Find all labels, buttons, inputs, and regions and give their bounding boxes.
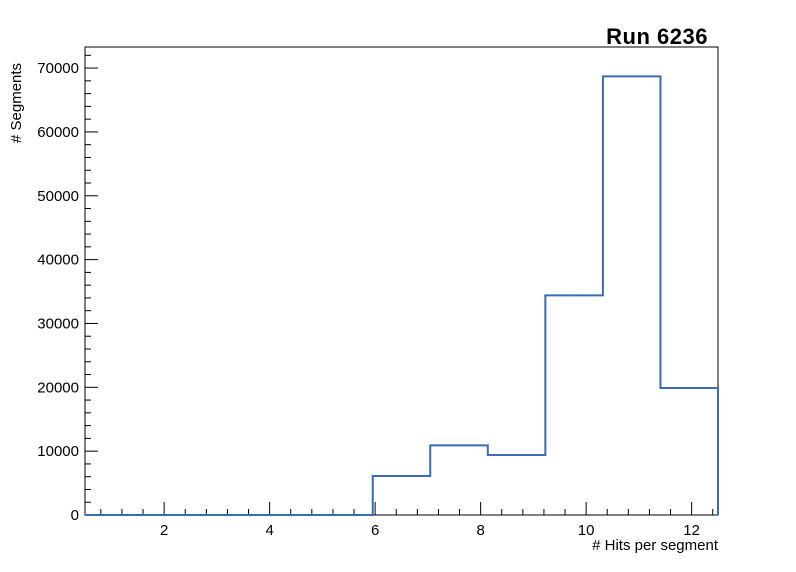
x-axis-title: # Hits per segment — [592, 537, 718, 554]
y-tick-label: 50000 — [37, 188, 79, 205]
y-tick-label: 70000 — [37, 60, 79, 77]
y-tick-label: 10000 — [37, 443, 79, 460]
histogram-step-line — [85, 75, 719, 516]
plot-frame — [84, 46, 719, 516]
x-tick-label: 8 — [476, 522, 484, 539]
y-axis-title: # Segments — [8, 62, 25, 143]
x-tick-label: 12 — [683, 522, 700, 539]
y-tick-label: 20000 — [37, 379, 79, 396]
x-tick-label: 10 — [578, 522, 595, 539]
x-tick-label: 4 — [265, 522, 273, 539]
chart-title: Run 6236 — [606, 24, 708, 49]
y-tick-label: 30000 — [37, 315, 79, 332]
x-tick-label: 6 — [371, 522, 379, 539]
y-tick-label: 60000 — [37, 124, 79, 141]
x-tick-label: 2 — [160, 522, 168, 539]
y-tick-label: 40000 — [37, 252, 79, 269]
y-tick-label: 0 — [71, 507, 79, 524]
